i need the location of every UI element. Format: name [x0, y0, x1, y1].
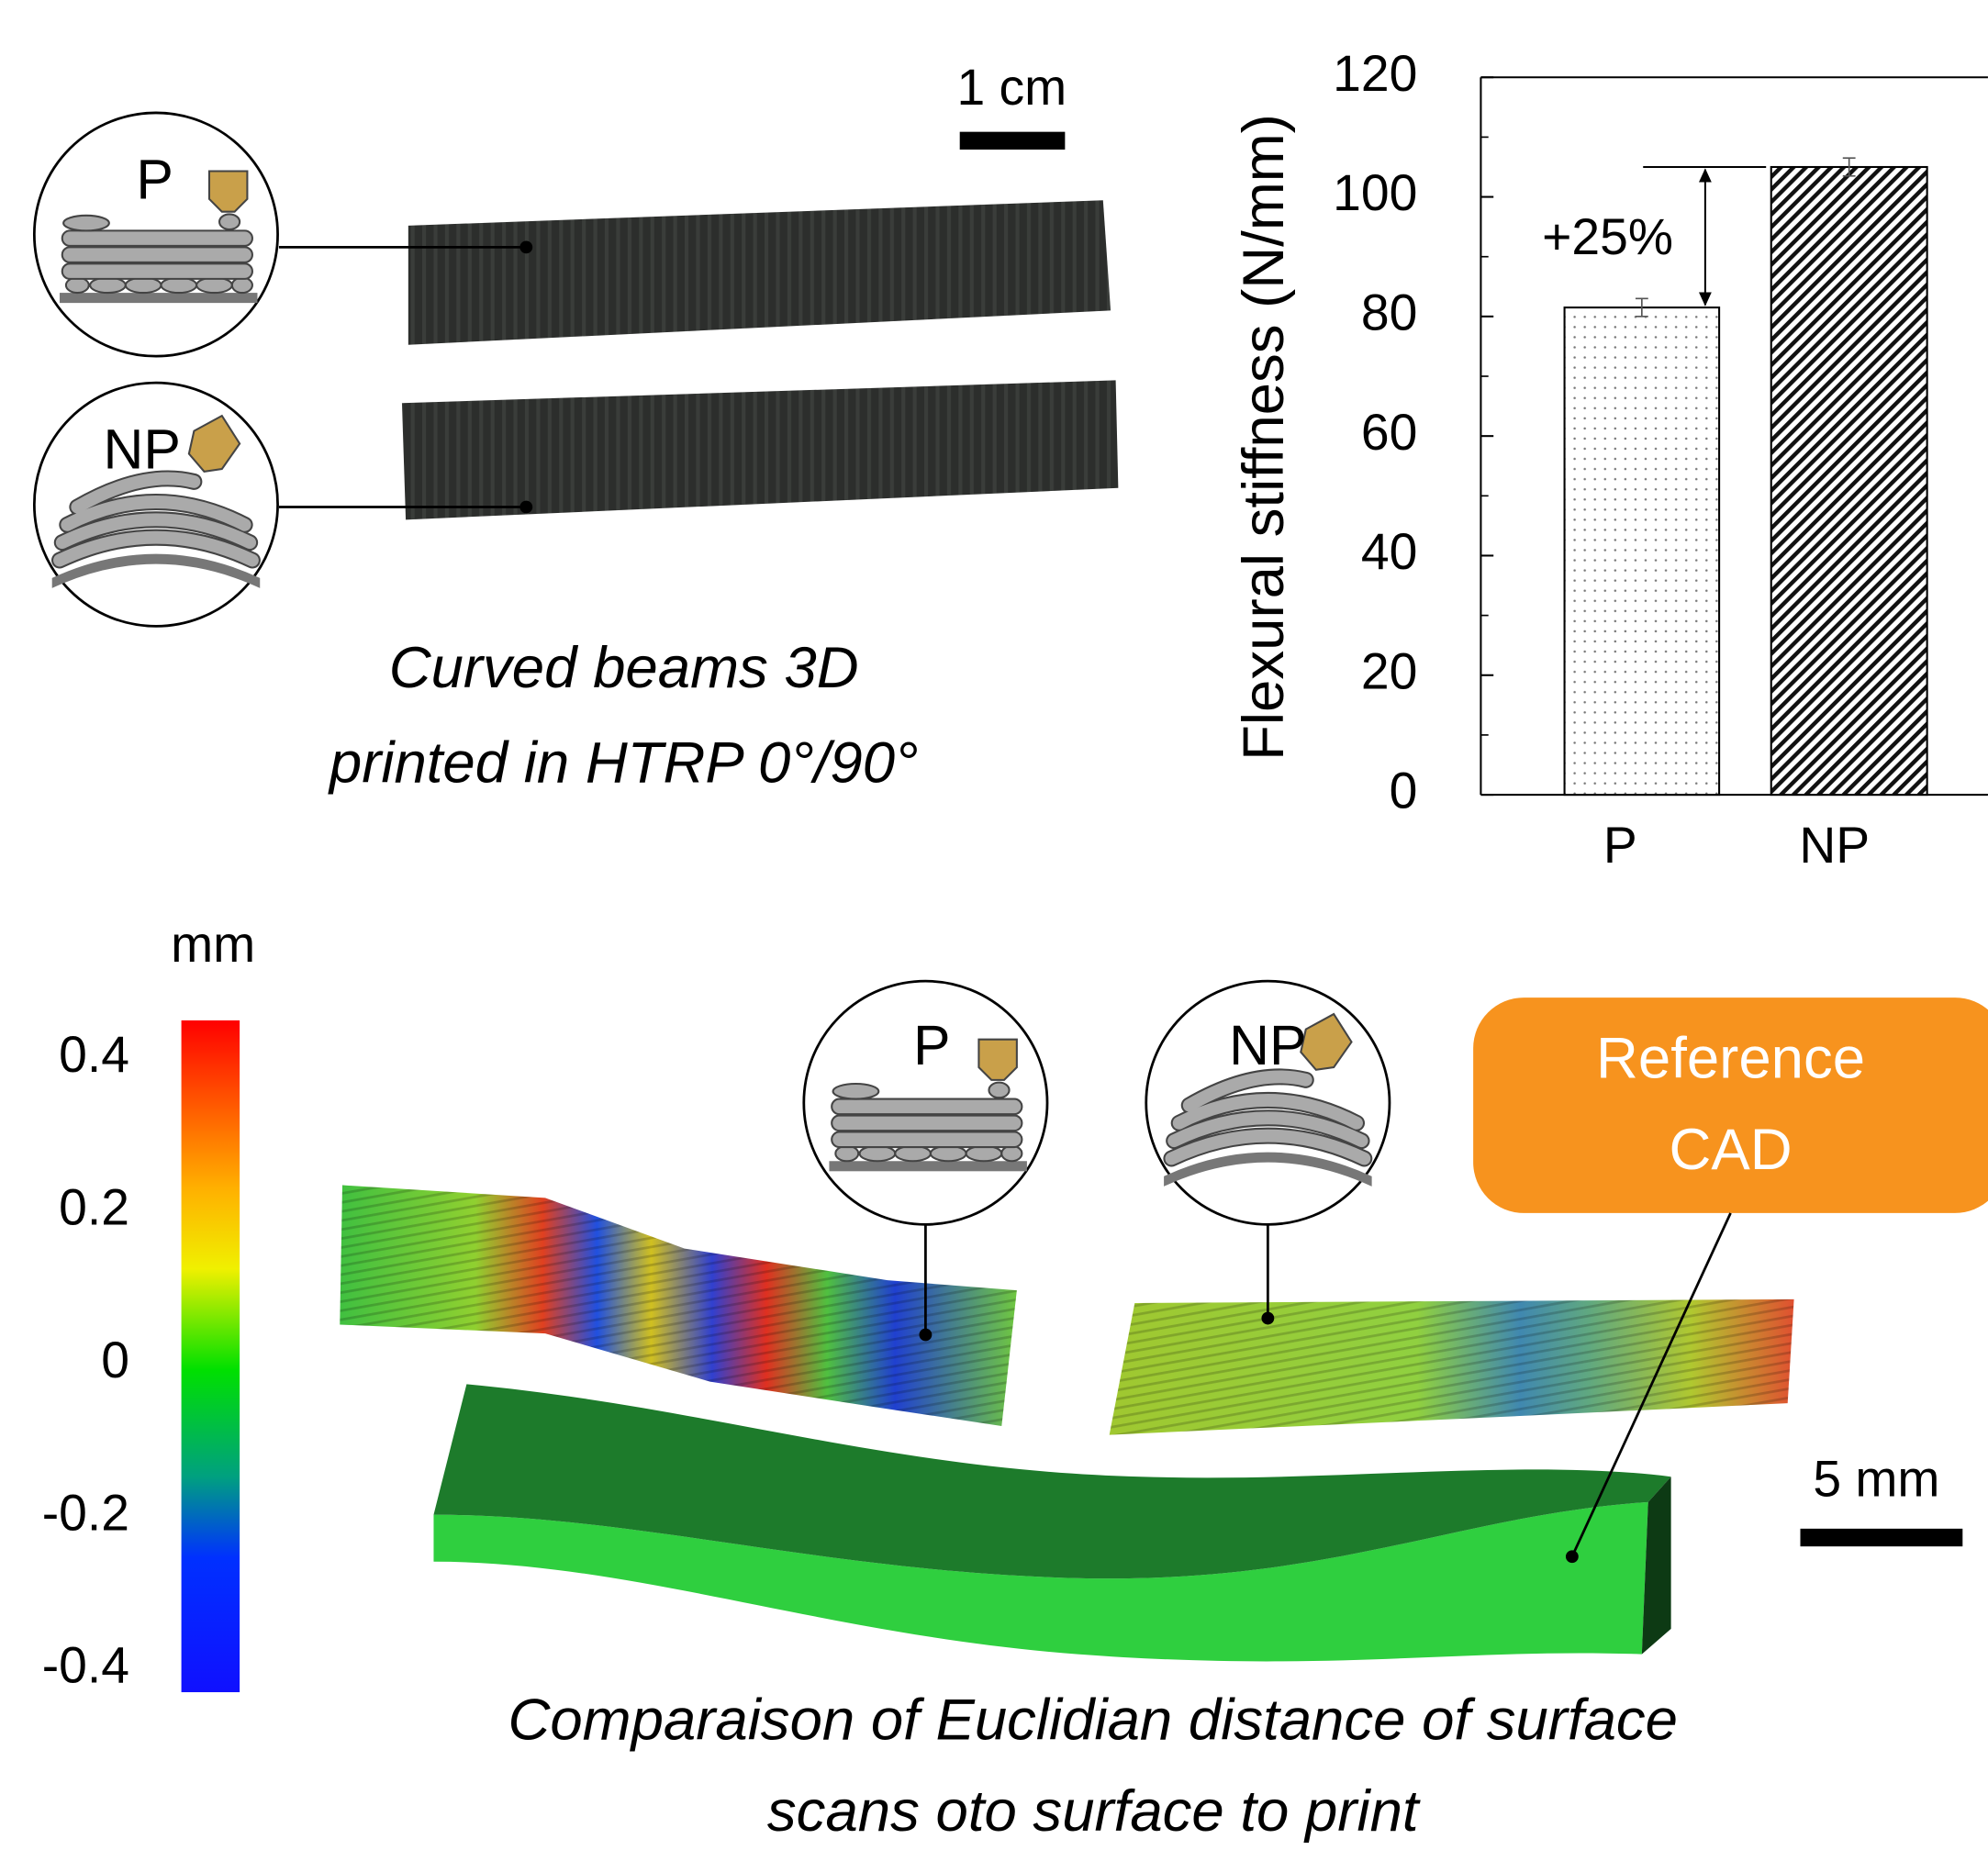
- caption: printed in HTRP 0°/90°: [328, 730, 919, 795]
- caption: Curved beams 3D: [389, 635, 859, 700]
- scale-bar: [960, 132, 1066, 150]
- scan-texture: [1110, 1299, 1794, 1435]
- schematic-label: NP: [1229, 1014, 1306, 1076]
- y-tick-label: 20: [1361, 642, 1417, 699]
- bar: [1565, 307, 1720, 795]
- leader-dot: [519, 501, 532, 514]
- leader-dot: [519, 240, 532, 253]
- y-tick-label: 80: [1361, 284, 1417, 340]
- colorbar-tick-label: 0: [101, 1332, 129, 1388]
- photo-beam-p: [408, 200, 1111, 344]
- colorbar-tick-label: 0.4: [59, 1026, 129, 1083]
- leader-dot: [920, 1329, 933, 1342]
- annotation: +25%: [1542, 208, 1673, 265]
- y-tick-label: 40: [1361, 523, 1417, 580]
- colorbar-label: mm: [171, 916, 255, 973]
- scale-label: 5 mm: [1813, 1451, 1939, 1508]
- y-tick-label: 120: [1333, 45, 1417, 102]
- photo-beam-np: [402, 380, 1118, 519]
- leader-dot: [1566, 1550, 1579, 1563]
- scale-label: 1 cm: [956, 59, 1067, 116]
- colorbar-tick-label: -0.2: [42, 1484, 129, 1541]
- schematic-label: P: [913, 1014, 951, 1076]
- figure: 1 cm P NP Curved beams 3D printed in HTR…: [0, 0, 1988, 1850]
- colorbar-tick-label: 0.2: [59, 1179, 129, 1236]
- page: {"figure": { "scale_top": "1 cm", "top_s…: [0, 0, 1988, 1850]
- y-axis-label: Flexural stiffness (N/mm): [1231, 114, 1296, 761]
- bar: [1771, 167, 1927, 795]
- schematic-label: NP: [104, 418, 181, 481]
- reference-label: CAD: [1669, 1117, 1792, 1182]
- colorbar: [182, 1020, 240, 1692]
- y-tick-label: 0: [1390, 763, 1418, 819]
- reference-label: Reference: [1596, 1025, 1865, 1090]
- leader-dot: [1261, 1312, 1274, 1325]
- scale-bar: [1801, 1529, 1963, 1546]
- y-tick-label: 60: [1361, 404, 1417, 461]
- arrow-head: [1699, 293, 1712, 306]
- x-tick-label: NP: [1799, 817, 1870, 874]
- x-tick-label: P: [1603, 817, 1637, 874]
- caption: Comparaison of Euclidian distance of sur…: [508, 1687, 1678, 1752]
- schematic-label: P: [136, 148, 173, 210]
- colorbar-tick-label: -0.4: [42, 1637, 129, 1694]
- caption: scans oto surface to print: [767, 1778, 1421, 1844]
- y-tick-label: 100: [1333, 164, 1417, 221]
- arrow-head: [1699, 168, 1712, 182]
